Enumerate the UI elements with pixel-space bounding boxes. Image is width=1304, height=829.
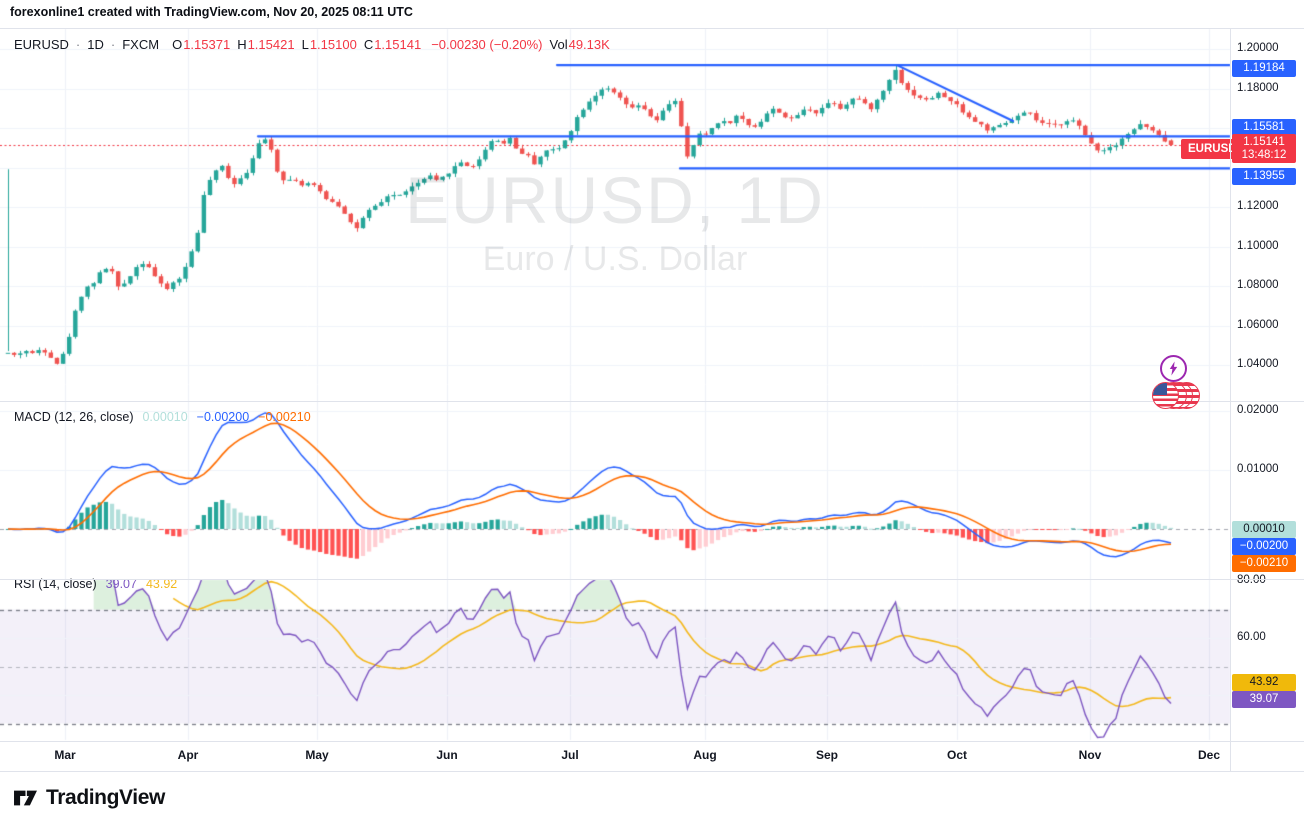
time-axis-month-label: Apr: [177, 748, 199, 762]
legend-low: L 1.15100: [301, 37, 357, 52]
time-axis-month-label: Nov: [1078, 748, 1102, 762]
price-level-badge: 1.13955: [1232, 167, 1296, 185]
pane-divider-macd[interactable]: [0, 401, 1304, 402]
time-axis-month-label: Jul: [561, 748, 579, 762]
rsi-value-badge: 43.92: [1232, 673, 1296, 691]
macd-header: MACD (12, 26, close) 0.00010 −0.00200 −0…: [14, 410, 311, 424]
tradingview-wordmark: TradingView: [46, 786, 165, 809]
time-axis-top-border: [0, 741, 1304, 742]
legend-separator: ·: [110, 37, 116, 52]
macd-value-badge: 0.00010: [1232, 520, 1296, 538]
rsi-title[interactable]: RSI (14, close): [14, 577, 97, 591]
tradingview-logo-glyph: [14, 790, 37, 806]
rsi-ma-value: 43.92: [145, 577, 178, 591]
price-level-badge: 1.19184: [1232, 59, 1296, 77]
time-axis-month-label: Jun: [436, 748, 458, 762]
time-axis-month-label: Sep: [815, 748, 839, 762]
price-axis-label: 1.18000: [1237, 81, 1279, 94]
macd-hist-value: 0.00010: [142, 410, 188, 424]
legend-timeframe[interactable]: 1D: [87, 37, 104, 52]
macd-signal-value: −0.00210: [258, 410, 311, 424]
symbol-legend: EURUSD · 1D · FXCM O 1.15371 H 1.15421 L…: [14, 37, 610, 52]
time-axis-month-label: Aug: [693, 748, 717, 762]
economic-events-flags-icon[interactable]: [1152, 382, 1204, 410]
price-axis-label: 1.04000: [1237, 358, 1279, 370]
legend-volume: Vol 49.13K: [549, 37, 610, 52]
current-price-symbol-tag: EURUSD: [1181, 139, 1244, 159]
legend-symbol[interactable]: EURUSD: [14, 37, 69, 52]
macd-axis-label: 0.02000: [1237, 404, 1279, 416]
legend-high: H 1.15421: [237, 37, 295, 52]
rsi-value-badge: 39.07: [1232, 690, 1296, 708]
macd-axis-label: 0.01000: [1237, 463, 1279, 475]
us-flag-icon: [1152, 382, 1179, 409]
macd-line-value: −0.00200: [196, 410, 250, 424]
legend-separator: ·: [75, 37, 81, 52]
legend-change: −0.00230 (−0.20%): [431, 37, 543, 52]
bar-countdown: 13:48:12: [1241, 148, 1287, 161]
pane-divider-rsi[interactable]: [0, 579, 1304, 580]
rsi-axis-label: 80.00: [1237, 574, 1266, 586]
current-price-badge: 1.15141 13:48:12: [1232, 134, 1296, 163]
time-axis-month-label: Mar: [54, 748, 76, 762]
tradingview-logo[interactable]: TradingView: [12, 786, 165, 810]
frame-top-border: [0, 28, 1304, 29]
attribution-text: forexonline1 created with TradingView.co…: [10, 5, 413, 19]
price-axis-label: 1.12000: [1237, 200, 1279, 212]
current-price-value: 1.15141: [1243, 135, 1285, 148]
price-axis-label: 1.10000: [1237, 239, 1279, 252]
time-axis-bottom-border: [0, 771, 1304, 772]
rsi-axis-label: 60.00: [1237, 631, 1266, 643]
macd-title[interactable]: MACD (12, 26, close): [14, 410, 134, 424]
rsi-header: RSI (14, close) 39.07 43.92: [14, 577, 177, 591]
legend-open: O 1.15371: [172, 37, 231, 52]
price-scale-border: [1230, 28, 1231, 771]
time-axis-month-label: Dec: [1197, 748, 1221, 762]
time-axis-month-label: May: [305, 748, 329, 762]
price-axis-label: 1.08000: [1237, 279, 1279, 291]
legend-exchange: FXCM: [122, 37, 160, 52]
price-axis-label: 1.20000: [1237, 42, 1279, 54]
price-level-badge: 1.15581: [1232, 118, 1296, 136]
macd-value-badge: −0.00210: [1232, 554, 1296, 572]
time-axis-month-label: Oct: [946, 748, 968, 762]
rsi-value: 39.07: [105, 577, 137, 591]
price-axis-label: 1.06000: [1237, 318, 1279, 331]
legend-close: C 1.15141: [363, 37, 422, 52]
instant-order-lightning-icon[interactable]: [1160, 355, 1187, 382]
macd-value-badge: −0.00200: [1232, 537, 1296, 555]
